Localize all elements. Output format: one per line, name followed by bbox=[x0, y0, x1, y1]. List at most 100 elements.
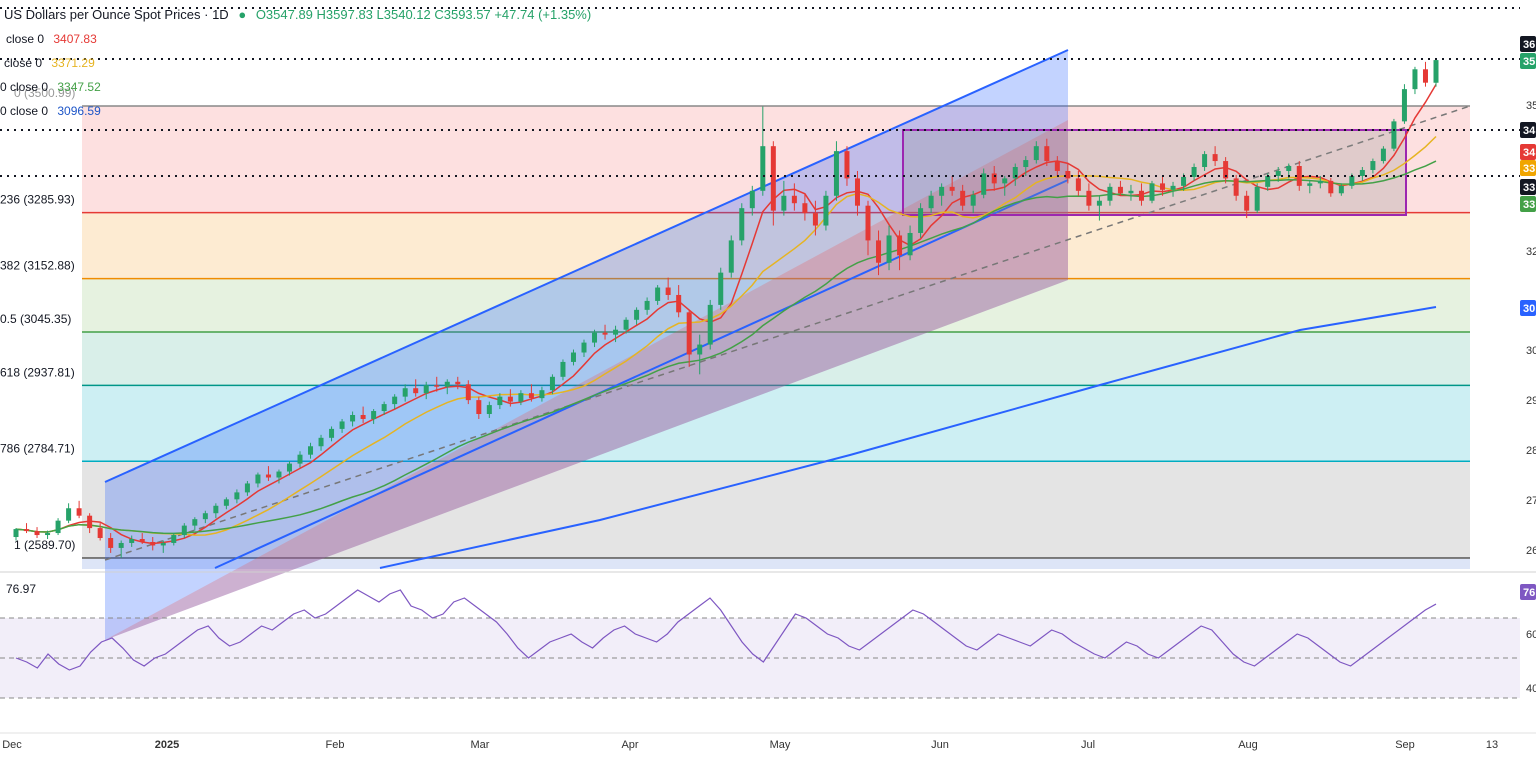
candle-body bbox=[171, 535, 177, 543]
fib-label: 0 (3500.99) bbox=[14, 86, 75, 100]
candle-body bbox=[371, 411, 377, 419]
candle-body bbox=[581, 342, 587, 353]
candle-body bbox=[676, 294, 682, 313]
candle-body bbox=[265, 474, 271, 478]
channel-lower-line bbox=[214, 179, 1069, 569]
fib-label: 0.5 (3045.35) bbox=[0, 312, 71, 326]
rsi-value-label: 76.97 bbox=[6, 582, 37, 596]
y-tick-label: 28 bbox=[1526, 445, 1536, 457]
candle-body bbox=[655, 287, 661, 301]
candle-body bbox=[518, 393, 524, 402]
candle-body bbox=[244, 483, 250, 493]
candle-body bbox=[833, 151, 839, 196]
candle-body bbox=[13, 529, 19, 538]
candle-body bbox=[308, 446, 314, 455]
candle-body bbox=[1307, 183, 1313, 186]
fib-label: 1 (2589.70) bbox=[14, 538, 75, 552]
long-moving-average-line bbox=[379, 306, 1437, 569]
fib-label: 786 (2784.71) bbox=[0, 441, 75, 455]
candle-body bbox=[592, 332, 598, 343]
candle-body bbox=[1212, 154, 1218, 162]
candle-body bbox=[129, 539, 135, 543]
y-tick-label: 29 bbox=[1526, 395, 1536, 407]
candle-body bbox=[1149, 183, 1155, 201]
x-tick-label: Apr bbox=[621, 739, 638, 751]
candle-body bbox=[223, 499, 229, 506]
candle-body bbox=[507, 396, 513, 402]
candle-body bbox=[1128, 190, 1134, 194]
candle-body bbox=[991, 173, 997, 184]
y-tick-label: 27 bbox=[1526, 495, 1536, 507]
candle-body bbox=[1338, 185, 1344, 194]
candle-body bbox=[1317, 180, 1323, 184]
candle-body bbox=[728, 240, 734, 273]
candle-body bbox=[55, 520, 61, 534]
candle-body bbox=[1191, 167, 1197, 177]
candle-body bbox=[329, 428, 335, 438]
candle-body bbox=[613, 329, 619, 335]
candle-body bbox=[1117, 186, 1123, 194]
price-badge bbox=[1520, 160, 1536, 176]
candle-body bbox=[24, 529, 30, 532]
candle-body bbox=[1370, 161, 1376, 170]
candle-body bbox=[87, 515, 93, 529]
price-badge bbox=[1520, 122, 1536, 138]
candle-body bbox=[465, 384, 471, 401]
fibonacci-levels: 0 (3500.99) 236 (3285.93) 382 (3152.88) 0.5… bbox=[0, 86, 1470, 559]
candle-body bbox=[907, 232, 913, 256]
candle-body bbox=[1054, 161, 1060, 171]
candle-body bbox=[1233, 178, 1239, 196]
candle-body bbox=[234, 492, 240, 500]
price-badge-text: 30 bbox=[1523, 303, 1535, 315]
candle-body bbox=[1065, 170, 1071, 179]
candle-body bbox=[1433, 60, 1439, 83]
candle-body bbox=[181, 525, 187, 536]
ma-legend-2: close 0 3371.29 bbox=[4, 56, 95, 70]
x-tick-label: Mar bbox=[471, 739, 490, 751]
ma-legend-4: 0 close 0 3096.59 bbox=[0, 104, 101, 118]
candle-body bbox=[1202, 154, 1208, 168]
price-badge bbox=[1520, 300, 1536, 316]
candle-body bbox=[981, 173, 987, 195]
candle-body bbox=[1170, 185, 1176, 190]
candle-body bbox=[739, 208, 745, 241]
candle-body bbox=[1380, 148, 1386, 162]
x-tick-label: 13 bbox=[1486, 739, 1498, 751]
moving-average-line bbox=[15, 135, 1437, 536]
ma-value: 3347.52 bbox=[57, 80, 101, 94]
x-tick-label: Aug bbox=[1238, 739, 1258, 751]
ma-legend-1: close 0 3407.83 bbox=[6, 32, 97, 46]
candle-body bbox=[634, 309, 640, 320]
candle-body bbox=[1296, 166, 1302, 186]
candle-body bbox=[1096, 200, 1102, 206]
candle-body bbox=[560, 361, 566, 377]
candle-body bbox=[455, 381, 461, 385]
candle-body bbox=[1138, 190, 1144, 201]
candle-body bbox=[844, 151, 850, 179]
candle-body bbox=[139, 539, 145, 542]
y-tick-label: 32 bbox=[1526, 246, 1536, 258]
candle-body bbox=[1012, 167, 1018, 179]
candle-body bbox=[791, 195, 797, 204]
fib-label: 618 (2937.81) bbox=[0, 365, 75, 379]
price-axis: 35 32 30 29 28 27 26 60 40 bbox=[1526, 100, 1536, 695]
candle-body bbox=[970, 194, 976, 206]
candle-body bbox=[770, 146, 776, 211]
range-rectangle bbox=[902, 129, 1407, 216]
ohlc-readout: O3547.89 H3597.83 L3540.12 C3593.57 +47.… bbox=[255, 7, 592, 22]
candle-body bbox=[118, 542, 124, 548]
candle-body bbox=[1422, 69, 1428, 83]
candle-body bbox=[160, 542, 166, 546]
candle-body bbox=[1160, 183, 1166, 190]
price-badge-text: 34 bbox=[1523, 125, 1536, 137]
x-tick-label: Sep bbox=[1395, 739, 1415, 751]
candle-body bbox=[108, 538, 114, 548]
moving-averages bbox=[15, 84, 1437, 569]
price-badge-text: 35 bbox=[1523, 56, 1535, 68]
y-tick-label: 30 bbox=[1526, 345, 1536, 357]
candle-body bbox=[1391, 121, 1397, 149]
fib-band bbox=[82, 212, 1470, 279]
candle-body bbox=[413, 388, 419, 394]
price-badge-text: 33 bbox=[1523, 182, 1535, 194]
